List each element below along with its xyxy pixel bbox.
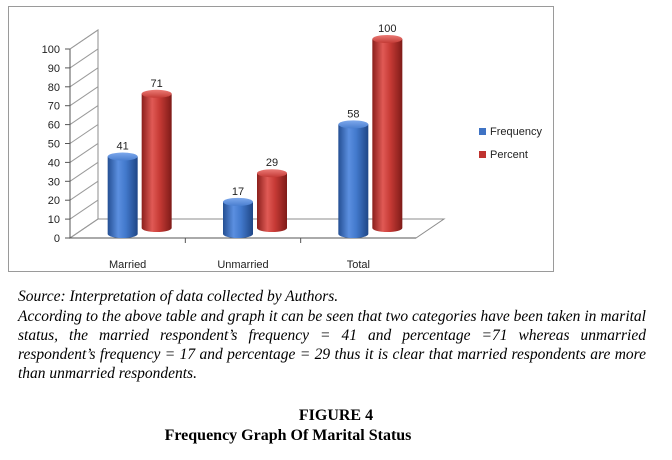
bar-body: [257, 173, 287, 232]
x-category-label: Unmarried: [217, 259, 268, 271]
bar-body: [141, 93, 172, 232]
data-label: 71: [151, 78, 163, 90]
data-label: 41: [117, 141, 129, 153]
legend-label: Frequency: [490, 126, 542, 138]
axes: [65, 29, 446, 243]
y-tick-label: 0: [54, 233, 60, 245]
bar-top: [372, 35, 403, 43]
y-depth-line: [69, 29, 99, 50]
y-depth-line: [69, 161, 99, 182]
bar-top: [257, 169, 287, 178]
chart-frame: 0 10 20 30 40 50 60 70 80 90 100 Married 41 71 Unmarri…: [8, 6, 554, 272]
bar-body: [338, 124, 369, 238]
bar-frequency-total: [338, 120, 369, 238]
bar-percent-unmarried: [257, 169, 287, 232]
legend-label: Percent: [490, 149, 528, 161]
y-depth-line: [69, 105, 99, 126]
y-depth-line: [69, 124, 99, 144]
source-note: Source: Interpretation of data collected…: [18, 288, 339, 305]
y-depth-line: [69, 199, 99, 220]
y-tick-label: 100: [42, 44, 60, 56]
data-label: 58: [347, 108, 359, 120]
data-label: 100: [378, 23, 396, 35]
y-tick-label: 70: [48, 101, 60, 113]
bar-chart: 0 10 20 30 40 50 60 70 80 90 100 Married 41 71 Unmarri…: [42, 23, 543, 271]
y-tick-label: 40: [48, 157, 60, 169]
legend: Frequency Percent: [479, 126, 542, 161]
body-paragraph: According to the above table and graph i…: [18, 308, 646, 382]
figure-title: Frequency Graph Of Marital Status: [164, 427, 412, 444]
bar-frequency-unmarried: [223, 197, 253, 238]
labels: 0 10 20 30 40 50 60 70 80 90 100 Married 41 71 Unmarri…: [42, 23, 397, 271]
figure-number: FIGURE 4: [298, 407, 374, 424]
y-depth-line: [69, 142, 99, 163]
bar-top: [107, 152, 138, 161]
bar-body: [107, 156, 138, 238]
bar-body: [372, 39, 403, 232]
bar-percent-married: [141, 89, 172, 232]
y-depth-line: [69, 86, 99, 107]
bar-top: [141, 89, 172, 98]
y-tick-label: 20: [48, 195, 60, 207]
legend-swatch: [479, 151, 486, 158]
bars: [107, 35, 403, 238]
y-tick-label: 60: [48, 120, 60, 132]
data-label: 29: [266, 157, 278, 169]
y-tick-label: 10: [48, 214, 60, 226]
y-depth-line: [69, 180, 99, 201]
legend-swatch: [479, 128, 486, 135]
y-depth-line: [69, 67, 99, 88]
y-tick-label: 80: [48, 82, 60, 94]
y-tick-label: 90: [48, 63, 60, 75]
bar-top: [223, 197, 253, 206]
bar-frequency-married: [107, 152, 138, 238]
bar-body: [223, 201, 253, 238]
y-depth-line: [69, 48, 99, 69]
bar-top: [338, 120, 369, 129]
x-category-label: Total: [347, 259, 370, 271]
x-category-label: Married: [109, 259, 146, 271]
y-tick-label: 50: [48, 139, 60, 151]
y-tick-label: 30: [48, 176, 60, 188]
data-label: 17: [232, 186, 244, 198]
y-depth-line: [69, 218, 99, 239]
bar-percent-total: [372, 35, 403, 232]
